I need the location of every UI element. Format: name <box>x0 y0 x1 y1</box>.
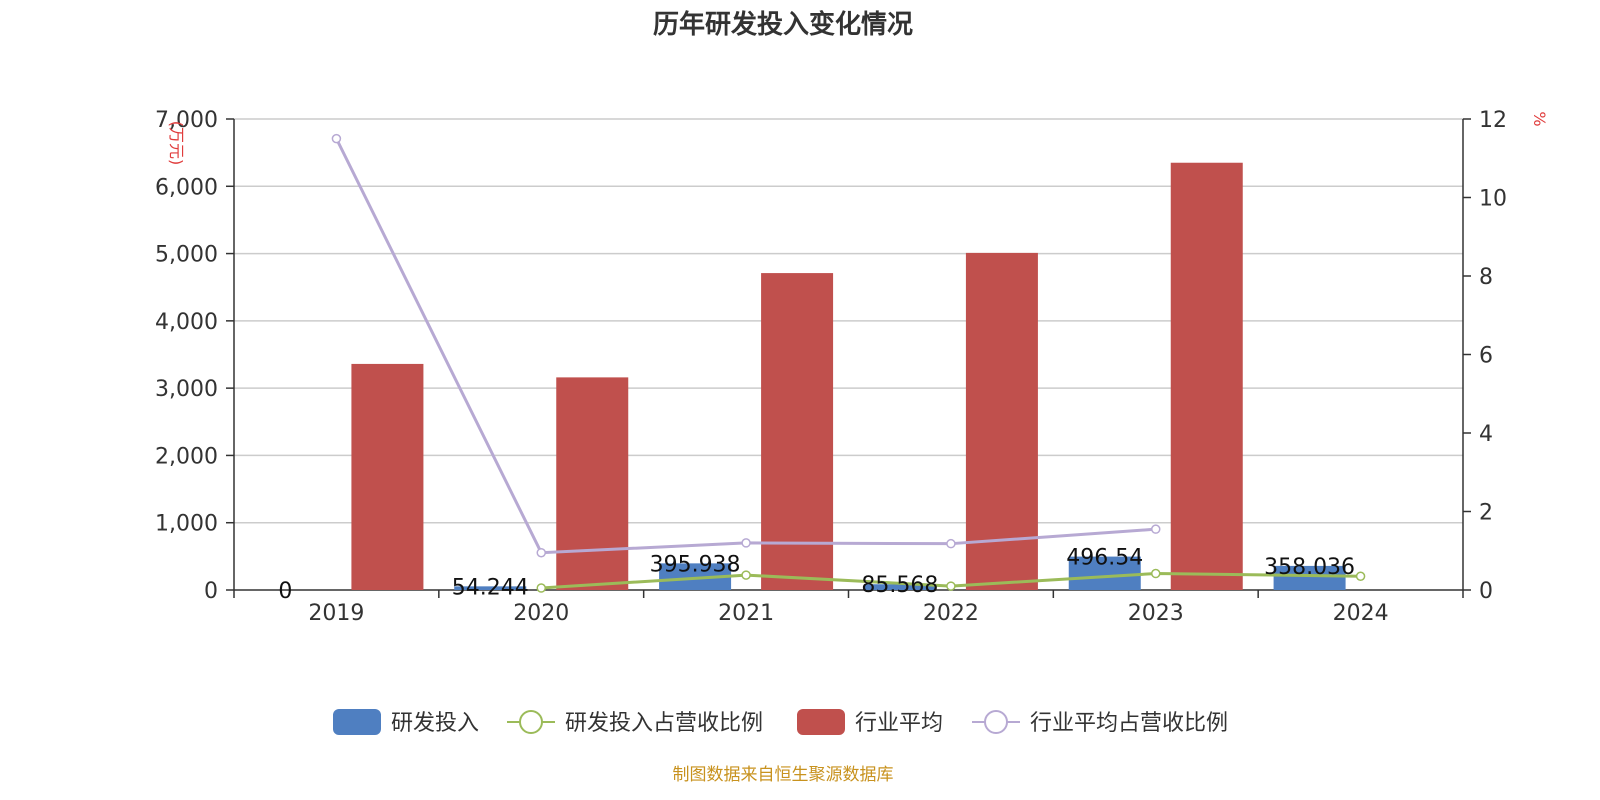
grid-lines <box>234 118 1463 524</box>
legend-swatch-marker <box>984 710 1008 734</box>
data-label: 496.54 <box>1066 546 1143 571</box>
legend-label: 行业平均 <box>855 711 943 736</box>
line-point <box>946 581 956 591</box>
line-point <box>1151 524 1161 534</box>
y-left-unit: (万元) <box>167 121 186 166</box>
line-point <box>1151 568 1161 579</box>
data-label: 54.244 <box>452 575 529 600</box>
line-point <box>946 538 956 549</box>
bar-industry-average <box>556 377 629 590</box>
y-left-tick-label: 1,000 <box>155 512 218 537</box>
legend-swatch <box>797 709 845 735</box>
y-right-unit: % <box>1530 111 1549 126</box>
legend-swatch-marker <box>519 710 543 734</box>
axes: 0 1,000 2,000 3,000 4,000 5,000 6,000 7,000 0 2 4 6… <box>155 108 1507 626</box>
bar-industry-average <box>761 273 834 590</box>
y-right-tick-label: 8 <box>1479 265 1493 290</box>
line-point <box>1355 571 1366 582</box>
y-right-tick-label: 0 <box>1479 579 1493 604</box>
data-label: 85.568 <box>861 573 938 598</box>
line-point <box>741 570 751 580</box>
chart-title: 历年研发投入变化情况 <box>653 9 913 40</box>
line-point <box>536 583 546 593</box>
bar-industry-average <box>965 252 1038 591</box>
y-left-tick-label: 5,000 <box>155 243 218 268</box>
y-right-tick-label: 12 <box>1479 108 1507 133</box>
bar-rd-investment <box>863 584 936 590</box>
line-point <box>536 547 546 558</box>
data-label: 395.938 <box>650 552 741 577</box>
data-labels: 0 54.244 395.938 85.568 496.54 358.036 <box>278 546 1355 604</box>
x-tick-label: 2024 <box>1333 601 1389 626</box>
data-label: 0 <box>278 579 292 604</box>
line-point <box>741 538 751 548</box>
y-right-tick-label: 10 <box>1479 187 1507 212</box>
source-note: 制图数据来自恒生聚源数据库 <box>673 765 894 785</box>
x-tick-label: 2019 <box>308 601 364 626</box>
bar-rd-investment <box>1273 565 1346 590</box>
y-left-tick-label: 7,000 <box>155 108 218 133</box>
legend-label: 行业平均占营收比例 <box>1030 711 1228 736</box>
x-tick-label: 2021 <box>718 601 774 626</box>
y-right-tick-label: 4 <box>1479 422 1493 447</box>
y-left-tick-label: 0 <box>204 579 218 604</box>
legend-swatch <box>333 709 381 735</box>
x-tick-label: 2020 <box>513 601 569 626</box>
bar-rd-investment <box>1068 556 1141 590</box>
lines <box>331 133 1366 593</box>
y-left-tick-label: 3,000 <box>155 377 218 402</box>
bar-industry-average <box>1170 162 1243 590</box>
y-right-tick-label: 6 <box>1479 344 1493 369</box>
line-point <box>331 133 342 144</box>
y-left-tick-label: 4,000 <box>155 310 218 335</box>
legend: 研发投入 研发投入占营收比例 行业平均 行业平均占营收比例 <box>333 709 1228 736</box>
y-left-tick-label: 2,000 <box>155 444 218 469</box>
bar-rd-investment <box>454 586 527 590</box>
y-right-tick-label: 2 <box>1479 501 1493 526</box>
bars <box>351 162 1346 591</box>
x-tick-label: 2023 <box>1128 601 1184 626</box>
legend-label: 研发投入占营收比例 <box>565 711 763 736</box>
data-label: 358.036 <box>1264 555 1355 580</box>
legend-label: 研发投入 <box>391 711 479 736</box>
x-tick-label: 2022 <box>923 601 979 626</box>
y-left-tick-label: 6,000 <box>155 175 218 200</box>
bar-industry-average <box>351 363 424 590</box>
